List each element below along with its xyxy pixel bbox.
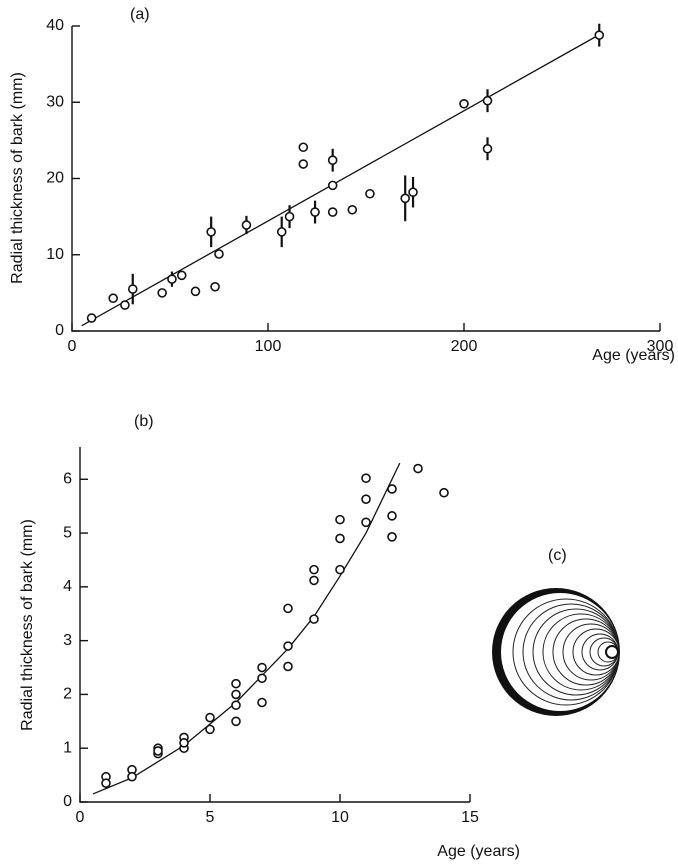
- point: [482, 95, 493, 106]
- y-tick-label: 1: [63, 739, 72, 756]
- point: [284, 211, 295, 222]
- point: [127, 771, 137, 782]
- point: [327, 180, 338, 191]
- point: [205, 712, 215, 723]
- y-tick-label: 0: [63, 793, 72, 810]
- point: [86, 313, 97, 323]
- point: [214, 249, 224, 259]
- axes: [79, 447, 470, 803]
- x-tick-label: 5: [206, 809, 215, 826]
- panel-label: (a): [130, 6, 150, 23]
- point: [206, 227, 216, 237]
- point: [101, 778, 111, 788]
- point: [276, 227, 287, 237]
- point: [413, 463, 423, 474]
- point: [309, 564, 319, 575]
- y-axis-label: Radial thickness of bark (mm): [9, 72, 26, 284]
- point: [459, 98, 469, 109]
- point: [327, 155, 338, 165]
- y-tick-label: 0: [55, 322, 64, 339]
- point: [179, 738, 189, 748]
- y-tick-label: 5: [63, 524, 72, 541]
- point: [210, 281, 220, 292]
- point: [205, 724, 215, 735]
- x-axis-label: Age (years): [437, 843, 520, 860]
- fit-line: [81, 33, 602, 327]
- x-tick-label: 15: [461, 809, 479, 826]
- x-tick-label: 10: [331, 809, 349, 826]
- point: [257, 662, 267, 673]
- y-tick-label: 4: [63, 578, 72, 595]
- x-tick-label: 0: [76, 809, 85, 826]
- point: [594, 30, 605, 40]
- panel-label: (c): [548, 547, 567, 564]
- y-tick-label: 2: [63, 686, 72, 703]
- point: [400, 193, 411, 204]
- point: [231, 689, 241, 700]
- point: [157, 288, 167, 298]
- point: [361, 494, 371, 504]
- point: [335, 564, 345, 575]
- point: [387, 532, 397, 542]
- y-axis-label: Radial thickness of bark (mm): [19, 519, 36, 731]
- point: [231, 678, 241, 689]
- point: [108, 293, 118, 304]
- point: [257, 673, 267, 684]
- y-tick-label: 10: [46, 246, 64, 263]
- point: [408, 187, 418, 198]
- point: [361, 473, 371, 483]
- panel-label: (b): [134, 413, 154, 430]
- point: [335, 514, 345, 525]
- point: [309, 614, 319, 624]
- x-tick-label: 200: [451, 338, 478, 355]
- point: [361, 517, 371, 528]
- point: [283, 641, 293, 651]
- point: [127, 284, 138, 294]
- y-tick-label: 40: [46, 17, 64, 34]
- point: [387, 511, 397, 521]
- x-tick-label: 0: [68, 338, 77, 355]
- point: [347, 204, 358, 215]
- point: [365, 188, 375, 199]
- point: [120, 300, 130, 310]
- x-axis-label: Age (years): [592, 347, 675, 364]
- point: [309, 575, 319, 586]
- ring-diagram: (c): [492, 547, 620, 716]
- point: [482, 143, 493, 154]
- y-tick-label: 20: [46, 170, 64, 187]
- point: [176, 270, 187, 281]
- fit-line: [92, 462, 401, 795]
- x-tick-label: 300: [647, 338, 674, 355]
- point: [257, 697, 267, 708]
- point: [190, 286, 201, 297]
- point: [335, 533, 345, 544]
- axes: [71, 26, 660, 332]
- point: [298, 159, 309, 169]
- point: [241, 220, 252, 230]
- y-tick-label: 30: [46, 93, 64, 110]
- point: [283, 603, 293, 614]
- bark-inner: [501, 593, 619, 711]
- point: [327, 207, 338, 217]
- point: [153, 746, 163, 756]
- point: [231, 716, 241, 727]
- point: [298, 142, 309, 153]
- y-tick-label: 3: [63, 632, 72, 649]
- y-tick-label: 6: [63, 470, 72, 487]
- point: [231, 700, 241, 710]
- point: [310, 207, 320, 217]
- pith: [605, 645, 619, 659]
- point: [387, 484, 397, 494]
- point: [439, 487, 449, 498]
- x-tick-label: 100: [255, 338, 282, 355]
- point: [167, 274, 177, 284]
- point: [283, 661, 293, 672]
